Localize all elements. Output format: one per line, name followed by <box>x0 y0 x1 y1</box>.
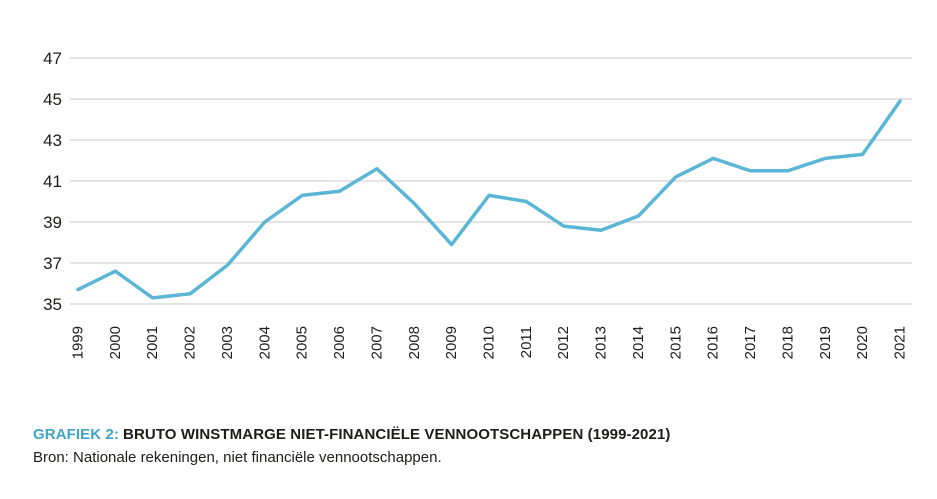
chart-caption: GRAFIEK 2: BRUTO WINSTMARGE NIET-FINANCIË… <box>33 426 670 443</box>
line-chart: 35 37 39 41 43 45 47 1999 2000 2001 2002 2003 2004 20… <box>43 49 912 359</box>
x-axis-tick-label: 1999 <box>70 326 87 359</box>
line-chart-svg: 35 37 39 41 43 45 47 1999 2000 2001 2002 2003 2004 20… <box>43 49 912 359</box>
x-axis-tick-label: 2012 <box>555 326 572 359</box>
y-axis-tick-label: 47 <box>43 49 62 68</box>
x-axis-tick-label: 2003 <box>219 326 236 359</box>
y-axis-tick-label: 41 <box>43 172 62 191</box>
x-axis-tick-label: 2021 <box>892 326 909 359</box>
caption-label: GRAFIEK 2: <box>33 426 120 443</box>
x-axis-tick-label: 2011 <box>518 326 535 358</box>
x-axis-tick-label: 2010 <box>481 326 498 359</box>
x-axis-tick-label: 2014 <box>630 326 647 359</box>
x-axis-tick-label: 2009 <box>443 326 460 359</box>
y-axis-tick-label: 39 <box>43 213 62 232</box>
x-axis-tick-label: 2016 <box>705 326 722 359</box>
x-axis-tick-label: 2013 <box>593 326 610 359</box>
y-axis-tick-label: 43 <box>43 131 62 150</box>
data-line-series <box>76 99 902 300</box>
x-axis-tick-label: 2005 <box>294 326 311 359</box>
chart-source: Bron: Nationale rekeningen, niet financi… <box>33 449 442 466</box>
x-axis-tick-label: 2008 <box>406 326 423 359</box>
x-axis-tick-label: 2001 <box>144 326 161 359</box>
x-axis-tick-label: 2000 <box>107 326 124 359</box>
y-axis-tick-label: 35 <box>43 295 62 314</box>
x-axis-tick-label: 2002 <box>182 326 199 359</box>
x-axis-tick-label: 2020 <box>854 326 871 359</box>
x-axis-tick-label: 2004 <box>256 326 273 359</box>
y-axis-tick-label: 37 <box>43 254 62 273</box>
x-axis-tick-label: 2007 <box>368 326 385 359</box>
x-axis-tick-label: 2018 <box>779 326 796 359</box>
x-axis-tick-label: 2019 <box>817 326 834 359</box>
x-axis-tick-label: 2006 <box>331 326 348 359</box>
caption-title: BRUTO WINSTMARGE NIET-FINANCIËLE VENNOOT… <box>123 426 671 443</box>
y-axis-tick-label: 45 <box>43 90 62 109</box>
x-axis-tick-label: 2017 <box>742 326 759 359</box>
x-axis-tick-label: 2015 <box>667 326 684 359</box>
